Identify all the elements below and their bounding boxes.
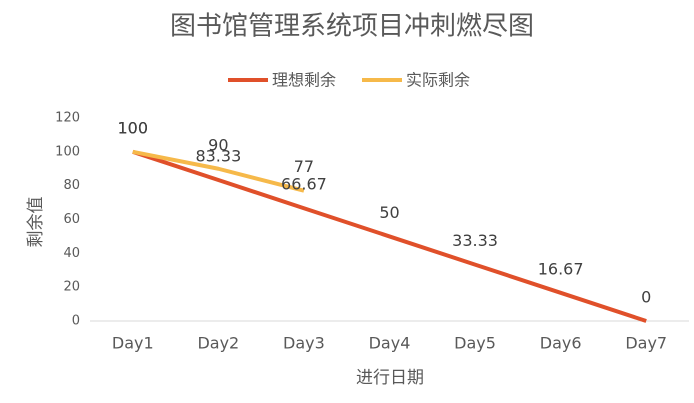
x-tick-label: Day7	[625, 334, 667, 353]
legend-label: 实际剩余	[406, 71, 470, 90]
legend-label: 理想剩余	[272, 71, 336, 90]
data-label: 0	[641, 288, 651, 307]
y-tick-label: 80	[63, 178, 80, 193]
x-tick-label: Day2	[197, 334, 239, 353]
y-tick-label: 120	[55, 111, 80, 126]
y-tick-label: 40	[63, 246, 80, 261]
x-tick-label: Day3	[283, 334, 325, 353]
y-tick-label: 60	[63, 212, 80, 227]
y-axis-label: 剩余值	[26, 197, 46, 248]
chart-title: 图书馆管理系统项目冲刺燃尽图	[170, 12, 534, 42]
data-label: 66.67	[281, 175, 327, 194]
data-label: 100	[118, 118, 149, 137]
series-line	[132, 149, 647, 323]
x-axis-label: 进行日期	[356, 368, 424, 388]
data-label: 90	[208, 135, 228, 154]
x-tick-label: Day4	[369, 334, 411, 353]
series-line	[132, 149, 305, 193]
x-tick-label: Day5	[454, 334, 496, 353]
data-label: 16.67	[538, 259, 584, 278]
data-label: 100	[118, 118, 149, 137]
data-label: 33.33	[452, 231, 498, 250]
x-tick-label: Day6	[540, 334, 582, 353]
x-tick-label: Day1	[112, 334, 154, 353]
data-label: 50	[379, 203, 399, 222]
y-tick-label: 20	[63, 280, 80, 295]
data-label: 77	[294, 157, 314, 176]
data-label: 83.33	[195, 147, 241, 166]
y-tick-label: 100	[55, 144, 80, 159]
y-tick-label: 0	[72, 314, 80, 329]
